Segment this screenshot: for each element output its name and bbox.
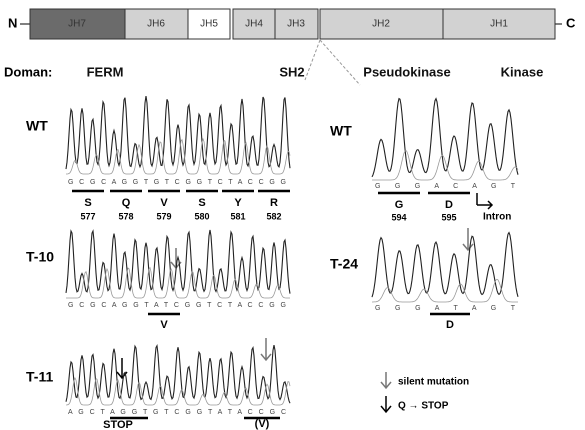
amino-acid: (V) (255, 418, 270, 430)
residue-number: 594 (391, 212, 406, 222)
amino-acid: G (395, 199, 404, 211)
legend-text: Q → STOP (398, 401, 449, 412)
base-calls: A G C T A G G T G T C G G T A T A C C G … (68, 409, 286, 416)
segment-label: JH6 (147, 19, 165, 30)
intron-label: Intron (483, 212, 511, 223)
domain-name: FERM (87, 64, 124, 79)
residue-number: 579 (156, 211, 171, 221)
residue-number: 581 (230, 211, 245, 221)
amino-acid: S (84, 197, 91, 209)
trace (372, 233, 518, 298)
zoom-line (320, 40, 360, 85)
legend-stop-arrow (381, 396, 391, 412)
amino-acid: V (160, 319, 168, 331)
domain-label: Doman: (4, 64, 52, 79)
silent-arrow (261, 338, 271, 360)
domain-name: SH2 (279, 64, 304, 79)
amino-acid: Q (122, 197, 131, 209)
c-term: C (566, 15, 576, 30)
trace (372, 99, 518, 177)
legend-text: silent mutation (398, 377, 469, 388)
segment-label: JH7 (68, 19, 86, 30)
panel-label: T-10 (26, 249, 54, 265)
amino-acid: D (446, 319, 454, 331)
segment-label: JH2 (372, 19, 390, 30)
amino-acid: S (198, 197, 205, 209)
segment-label: JH5 (200, 19, 218, 30)
trace (66, 230, 290, 294)
segment-label: JH4 (245, 19, 263, 30)
residue-number: 582 (266, 211, 281, 221)
panel-label: WT (26, 118, 48, 134)
panel-label: T-11 (26, 369, 53, 385)
base-calls: G C G C A G G T A T C G G T C T A C C G … (68, 302, 286, 309)
residue-number: 578 (118, 211, 133, 221)
amino-acid: Y (234, 197, 242, 209)
panel-label: T-24 (330, 256, 358, 272)
residue-number: 580 (194, 211, 209, 221)
base-calls: G C G C A G G T G T C G G T C T A C C G … (68, 179, 286, 186)
amino-acid: V (160, 197, 168, 209)
base-calls: G G G A C A G T (375, 183, 516, 190)
domain-name: Pseudokinase (363, 64, 450, 79)
base-calls: G G G A T A G T (375, 305, 516, 312)
legend-silent-arrow (381, 372, 391, 388)
amino-acid: R (270, 197, 278, 209)
residue-number: 595 (441, 212, 456, 222)
panel-label: WT (330, 123, 352, 139)
zoom-line (305, 40, 320, 80)
amino-acid: STOP (103, 419, 133, 430)
amino-acid: D (445, 199, 453, 211)
intron-arrow (477, 193, 492, 209)
chromatograms (66, 96, 518, 405)
residue-number: 577 (80, 211, 95, 221)
segment-label: JH3 (287, 19, 305, 30)
trace (66, 96, 290, 169)
figure: N C JH7 JH6 JH5 JH4 JH3 JH2 JH1 Doman: F… (0, 0, 585, 430)
domain-name: Kinase (501, 64, 544, 79)
segment-label: JH1 (490, 19, 508, 30)
n-term: N (8, 15, 17, 30)
